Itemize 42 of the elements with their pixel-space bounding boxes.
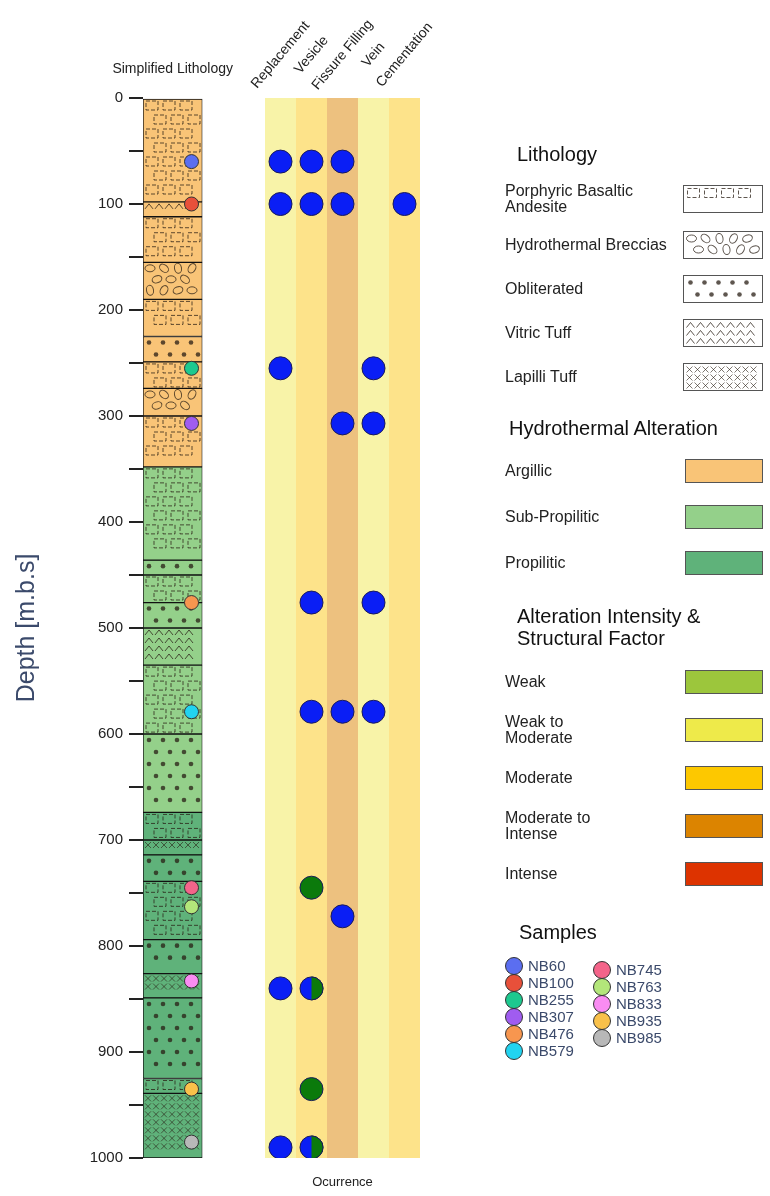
text: NB100: [528, 974, 574, 991]
y-tick-label: 1000: [89, 1148, 123, 1166]
text: Hydrothermal Breccias: [505, 236, 667, 253]
text: Obliterated: [505, 280, 584, 297]
text: Alteration Intensity & Structural Factor: [517, 605, 702, 649]
text: Samples: [519, 921, 598, 943]
text: Lithology: [517, 143, 598, 165]
y-tick-label: 200: [97, 300, 123, 318]
text: NB833: [616, 995, 662, 1012]
y-tick-label: 600: [97, 724, 123, 742]
x-tick-label: Simplified Lithology: [112, 60, 233, 77]
y-tick-label: 500: [97, 618, 123, 636]
text: Sub-Propilitic: [505, 508, 601, 525]
text: Intense: [505, 865, 559, 882]
text: Porphyric Basaltic Andesite: [505, 182, 634, 215]
text: Moderate: [505, 769, 574, 786]
text: Weak: [505, 673, 547, 690]
y-tick-label: 800: [97, 936, 123, 954]
y-tick-label: 400: [97, 512, 123, 530]
text: NB476: [528, 1025, 574, 1042]
y-axis-title: Depth [m.b.s]: [10, 553, 39, 703]
text: Moderate to Intense: [505, 809, 592, 842]
text: Lapilli Tuff: [505, 368, 577, 385]
text: NB745: [616, 961, 662, 978]
text: NB985: [616, 1029, 662, 1046]
text: Propilitic: [505, 554, 567, 571]
text: NB255: [528, 991, 574, 1008]
y-tick-label: 100: [97, 194, 123, 212]
text: Weak to Moderate: [505, 713, 574, 746]
text: NB763: [616, 978, 662, 995]
text: Vitric Tuff: [505, 324, 572, 341]
text: NB935: [616, 1012, 662, 1029]
y-tick-label: 700: [97, 830, 123, 848]
y-tick-label: 900: [97, 1042, 123, 1060]
text: NB579: [528, 1042, 574, 1059]
text: Argillic: [505, 462, 554, 479]
y-tick-label: 0: [114, 88, 123, 106]
y-tick-label: 300: [97, 406, 123, 424]
text: NB60: [528, 957, 566, 974]
x-axis-title: Ocurrence: [312, 1174, 373, 1189]
text: Hydrothermal Alteration: [509, 417, 719, 439]
text: NB307: [528, 1008, 574, 1025]
